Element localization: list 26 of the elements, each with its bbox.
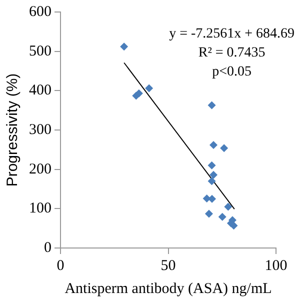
point — [210, 140, 218, 149]
x-tick-label: 0 — [56, 258, 64, 274]
annotation: R² = 0.7435 — [198, 46, 266, 61]
point — [145, 84, 154, 92]
point — [204, 210, 213, 218]
y-tick-label: 300 — [29, 122, 52, 138]
point — [224, 202, 232, 211]
y-tick-label: 0 — [44, 240, 52, 256]
y-axis-title: Progressivity (%) — [4, 73, 22, 187]
point — [220, 144, 228, 152]
y-tick-label: 100 — [29, 200, 52, 217]
annotation: y = -7.2561x + 684.69 — [169, 26, 295, 42]
annotation: p<0.05 — [212, 64, 252, 80]
point — [210, 170, 218, 179]
y-tick-label: 500 — [29, 43, 52, 60]
y-tick-label: 200 — [29, 161, 52, 178]
x-tick-label: 100 — [264, 258, 288, 274]
y-tick-label: 600 — [29, 4, 52, 20]
point — [208, 177, 216, 186]
point — [218, 212, 226, 221]
point — [208, 101, 216, 110]
point — [120, 42, 128, 51]
y-tick-label: 400 — [29, 82, 52, 99]
x-tick-label: 50 — [160, 258, 176, 274]
x-axis-title: Antisperm antibody (ASA) ng/mL — [64, 280, 272, 297]
point — [208, 161, 216, 170]
